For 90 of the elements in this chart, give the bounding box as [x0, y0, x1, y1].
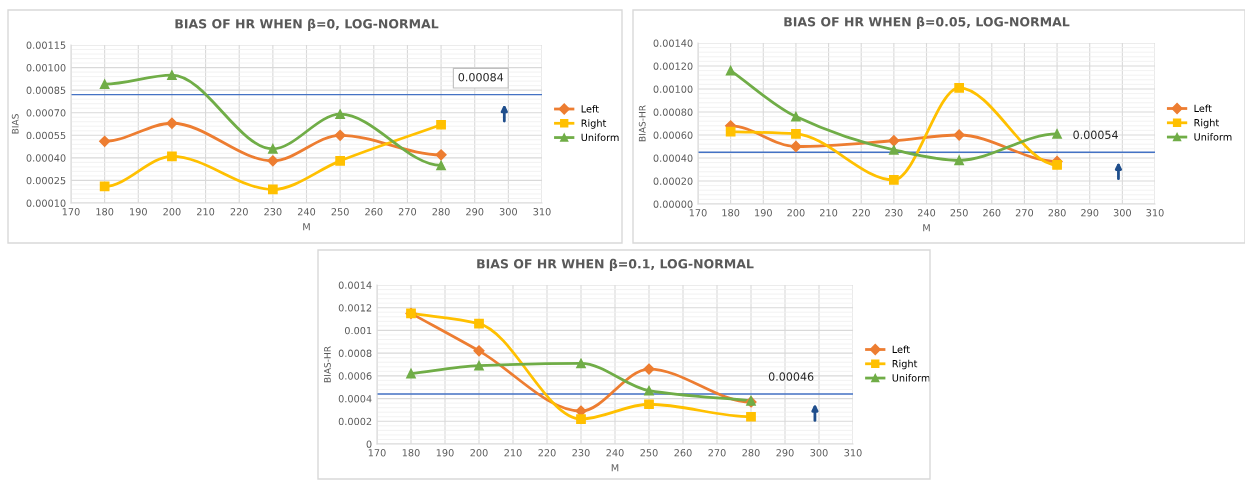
- legend-label: Left: [1194, 104, 1212, 113]
- x-tick-label: 180: [722, 209, 740, 217]
- y-tick-label: 0.00085: [26, 86, 66, 94]
- y-tick-label: 0.00000: [653, 200, 693, 208]
- x-tick-label: 250: [640, 449, 658, 457]
- x-tick-label: 200: [163, 208, 181, 216]
- x-tick-label: 300: [1113, 209, 1131, 217]
- y-tick-label: 0.00010: [26, 199, 66, 207]
- x-tick-label: 290: [466, 208, 484, 216]
- legend-label: Right: [581, 119, 607, 129]
- legend-label: Right: [1194, 118, 1219, 129]
- legend-label: Right: [892, 359, 918, 370]
- x-tick-label: 220: [852, 209, 870, 217]
- y-tick-label: 0.00055: [26, 131, 66, 140]
- legend-label: Uniform: [581, 133, 619, 142]
- chart-title: BIAS OF HR WHEN β=0, LOG-NORMAL: [175, 18, 439, 31]
- x-tick-label: 210: [197, 208, 215, 216]
- x-tick-label: 170: [62, 208, 80, 216]
- y-tick-label: 0.00020: [653, 177, 693, 185]
- x-tick-label: 190: [755, 209, 772, 217]
- x-tick-label: 180: [402, 449, 420, 457]
- x-tick-label: 280: [742, 449, 760, 457]
- x-tick-label: 230: [885, 209, 903, 217]
- legend-label: Uniform: [892, 374, 930, 382]
- y-tick-label: 0.001: [344, 326, 372, 335]
- legend-label: Uniform: [1194, 133, 1232, 141]
- legend-label: Left: [892, 345, 910, 354]
- x-tick-label: 220: [230, 208, 248, 216]
- x-tick-label: 310: [844, 449, 862, 457]
- x-tick-label: 270: [708, 449, 726, 457]
- x-tick-label: 210: [504, 449, 522, 457]
- annotation: 0.00084: [458, 72, 504, 82]
- x-tick-label: 180: [96, 208, 114, 216]
- x-tick-label: 270: [1015, 209, 1034, 217]
- x-tick-label: 300: [499, 208, 517, 216]
- x-tick-label: 250: [331, 208, 349, 216]
- y-tick-label: 0.00100: [653, 85, 693, 93]
- x-tick-label: 260: [983, 209, 1001, 217]
- y-tick-label: 0.00080: [653, 108, 693, 116]
- x-tick-label: 170: [689, 209, 707, 217]
- legend-label: Left: [581, 105, 599, 113]
- x-tick-label: 240: [917, 209, 936, 217]
- x-tick-label: 300: [810, 449, 828, 457]
- x-tick-label: 280: [1048, 209, 1066, 217]
- y-tick-label: 0.00115: [26, 41, 66, 49]
- x-tick-label: 290: [776, 449, 794, 457]
- x-tick-label: 250: [950, 209, 968, 217]
- y-tick-label: 0.0006: [338, 372, 372, 380]
- y-tick-label: 0.00070: [26, 109, 66, 117]
- x-tick-label: 190: [130, 208, 147, 216]
- x-tick-label: 230: [264, 208, 282, 216]
- chart-title: BIAS OF HR WHEN β=0.05, LOG-NORMAL: [784, 16, 1070, 29]
- x-tick-label: 170: [368, 449, 386, 457]
- annotation: 0.00054: [1073, 130, 1118, 139]
- y-tick-label: 0.0008: [338, 349, 372, 357]
- x-tick-label: 310: [533, 208, 551, 216]
- x-tick-label: 220: [538, 449, 556, 457]
- y-tick-label: 0.00025: [26, 176, 66, 185]
- y-axis-title: BIAS: [11, 114, 19, 134]
- y-tick-label: 0.0012: [338, 304, 372, 312]
- y-axis-title: BIAS-HR: [323, 346, 331, 383]
- x-tick-label: 200: [470, 449, 488, 457]
- x-tick-label: 240: [606, 449, 624, 457]
- y-tick-label: 0.00040: [653, 154, 693, 162]
- x-tick-label: 210: [820, 209, 838, 217]
- x-tick-label: 260: [674, 449, 692, 457]
- y-tick-label: 0.00100: [26, 64, 66, 72]
- x-tick-label: 190: [436, 449, 454, 457]
- y-axis-title: BIAS-HR: [638, 105, 646, 142]
- y-tick-label: 0.00140: [653, 39, 693, 47]
- x-tick-label: 240: [297, 208, 316, 216]
- y-tick-label: 0.00040: [26, 154, 66, 162]
- x-axis-title: M: [303, 223, 310, 231]
- x-axis-title: M: [923, 224, 930, 232]
- x-tick-label: 290: [1081, 209, 1099, 217]
- y-tick-label: 0.0004: [338, 395, 372, 403]
- y-tick-label: 0.0002: [338, 417, 372, 426]
- y-tick-label: 0.0014: [338, 281, 372, 289]
- x-tick-label: 230: [572, 449, 590, 457]
- x-tick-label: 260: [365, 208, 383, 216]
- x-tick-label: 280: [432, 208, 450, 216]
- y-tick-label: 0: [366, 440, 372, 448]
- x-tick-label: 270: [398, 208, 417, 216]
- x-tick-label: 310: [1146, 209, 1164, 217]
- y-tick-label: 0.00120: [653, 62, 693, 70]
- chart-title: BIAS OF HR WHEN β=0.1, LOG-NORMAL: [477, 258, 754, 271]
- x-axis-title: M: [611, 464, 619, 472]
- annotation: 0.00046: [768, 372, 814, 381]
- x-tick-label: 200: [787, 209, 805, 217]
- y-tick-label: 0.00060: [653, 131, 693, 139]
